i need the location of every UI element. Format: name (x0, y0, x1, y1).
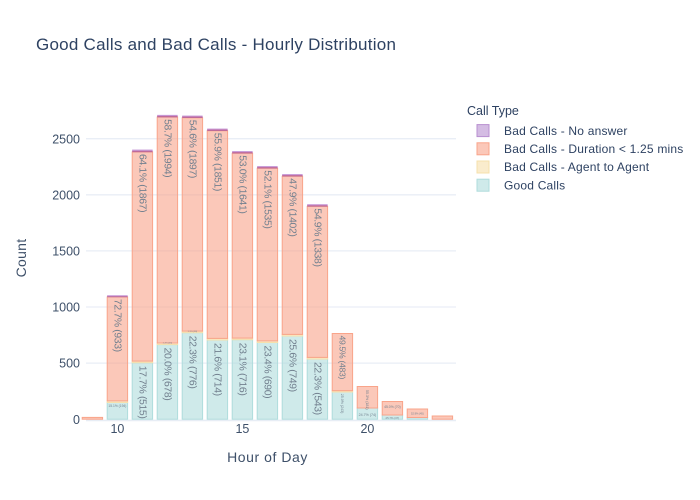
svg-text:25.6% (749): 25.6% (749) (286, 339, 297, 392)
svg-text:25.7% (37): 25.7% (37) (386, 416, 400, 420)
svg-text:55.9% (1851): 55.9% (1851) (211, 133, 222, 191)
svg-text:Bad Calls - Duration < 1.25 mi: Bad Calls - Duration < 1.25 mins (504, 142, 683, 156)
svg-text:Bad Calls - Agent to Agent: Bad Calls - Agent to Agent (504, 160, 650, 174)
svg-text:20.0% (678): 20.0% (678) (161, 348, 172, 401)
svg-text:22.3% (776): 22.3% (776) (186, 336, 197, 389)
svg-text:15: 15 (235, 422, 249, 436)
svg-text:23.4% (690): 23.4% (690) (261, 346, 272, 399)
svg-text:2000: 2000 (52, 188, 80, 202)
svg-text:58.7% (1994): 58.7% (1994) (161, 119, 172, 177)
svg-text:1.1% (38): 1.1% (38) (188, 331, 198, 333)
svg-text:1500: 1500 (52, 245, 80, 259)
svg-text:24.7% (74): 24.7% (74) (359, 413, 377, 417)
svg-text:Good Calls and Bad Calls - Hou: Good Calls and Bad Calls - Hourly Distri… (36, 35, 396, 54)
svg-text:Hour of Day: Hour of Day (227, 449, 308, 465)
svg-text:54.6% (1897): 54.6% (1897) (186, 120, 197, 178)
svg-text:10: 10 (110, 422, 124, 436)
svg-text:500: 500 (59, 357, 80, 371)
svg-text:47.9% (1402): 47.9% (1402) (286, 178, 297, 236)
svg-text:49.5% (483): 49.5% (483) (337, 336, 347, 380)
svg-text:64.1% (1867): 64.1% (1867) (136, 154, 147, 212)
svg-text:23.1% (716): 23.1% (716) (236, 343, 247, 396)
svg-text:Count: Count (13, 239, 29, 278)
svg-text:1.4% (46): 1.4% (46) (163, 343, 173, 345)
svg-text:53.0% (1641): 53.0% (1641) (236, 155, 247, 213)
svg-text:20: 20 (360, 422, 374, 436)
svg-text:22.3% (543): 22.3% (543) (311, 362, 322, 415)
svg-text:17.7% (515): 17.7% (515) (136, 366, 147, 419)
svg-text:52.9% (45): 52.9% (45) (411, 411, 424, 415)
svg-text:2500: 2500 (52, 132, 80, 146)
svg-text:55.3% (181): 55.3% (181) (365, 390, 369, 410)
svg-text:Call Type: Call Type (467, 104, 519, 118)
svg-text:54.9% (1338): 54.9% (1338) (311, 208, 322, 266)
svg-text:1000: 1000 (52, 301, 80, 315)
svg-text:45.0% (70): 45.0% (70) (384, 405, 401, 409)
svg-text:15.1% (194): 15.1% (194) (108, 404, 126, 408)
svg-text:25.0% (243): 25.0% (243) (340, 394, 344, 414)
svg-text:72.7% (933): 72.7% (933) (111, 299, 122, 352)
svg-text:21.6% (714): 21.6% (714) (211, 343, 222, 396)
svg-text:0: 0 (73, 413, 80, 427)
svg-text:Good Calls: Good Calls (504, 178, 565, 192)
svg-text:52.1% (1535): 52.1% (1535) (261, 170, 272, 228)
svg-text:Bad Calls - No answer: Bad Calls - No answer (504, 124, 628, 138)
